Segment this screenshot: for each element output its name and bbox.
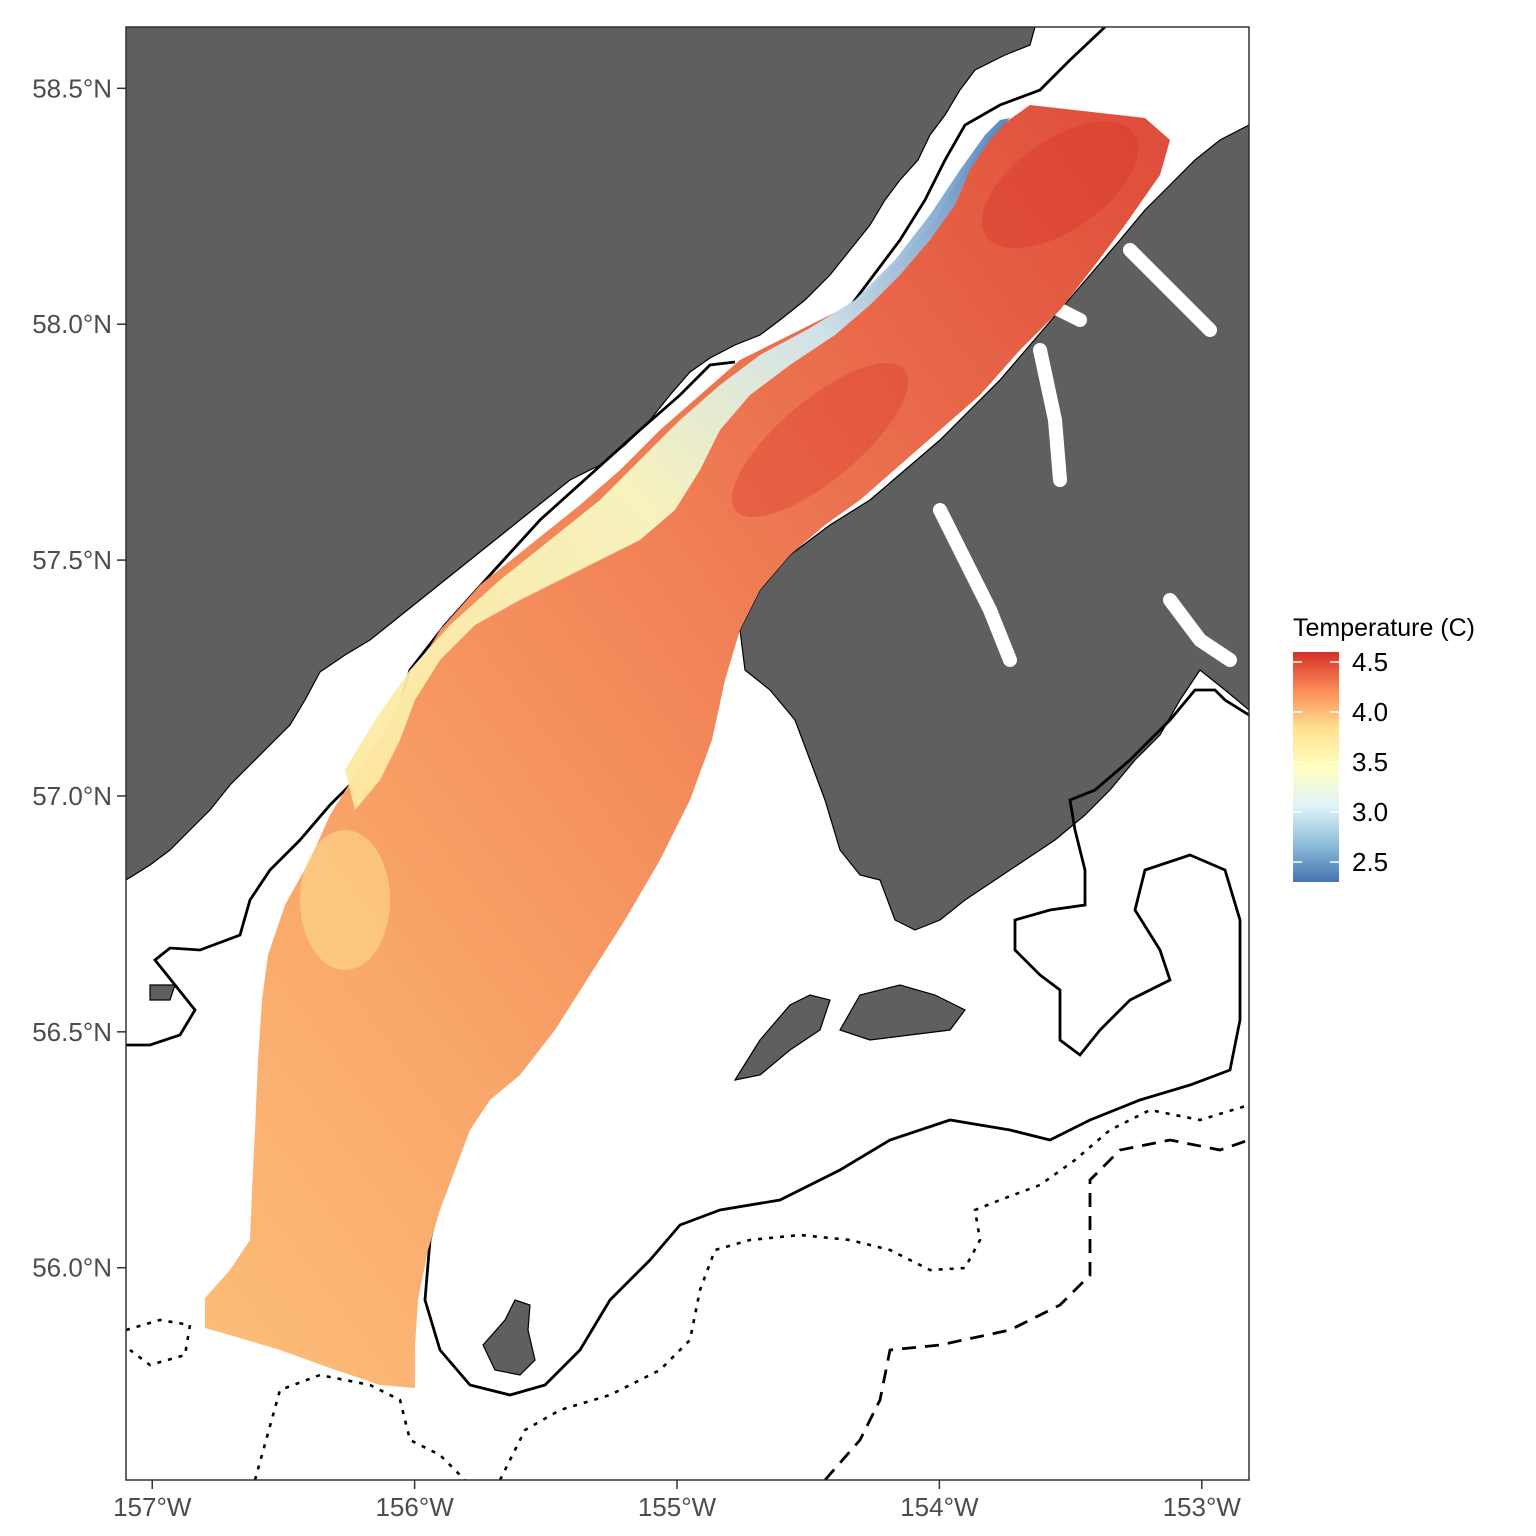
- y-tick-label: 57.0°N: [32, 781, 112, 811]
- kodiak-channels: [933, 243, 1237, 667]
- temperature-legend: Temperature (C) 4.5 4.0 3.5 3.0 2.5: [1293, 614, 1475, 882]
- island-trinity-west: [733, 994, 831, 1081]
- x-tick-label: 156°W: [375, 1492, 454, 1522]
- legend-colorbar: [1293, 652, 1339, 882]
- y-tick-label: 58.0°N: [32, 309, 112, 339]
- x-tick-label: 153°W: [1163, 1492, 1242, 1522]
- y-tick-label: 58.5°N: [32, 73, 112, 103]
- y-tick-label: 56.5°N: [32, 1017, 112, 1047]
- x-tick-label: 155°W: [638, 1492, 717, 1522]
- contour-dashed: [823, 1138, 1249, 1480]
- temperature-raster-field: [205, 105, 1170, 1388]
- island-sutwik: [149, 984, 176, 1001]
- temperature-raster-cold-band: [345, 118, 1010, 810]
- temperature-hotspot-north: [981, 121, 1139, 249]
- legend-title: Temperature (C): [1293, 614, 1475, 642]
- map-axes: 157°W 156°W 155°W 154°W 153°W 56.0°N 56.5°N 57.…: [32, 73, 1241, 1522]
- legend-entry-label: 3.5: [1352, 747, 1388, 777]
- y-tick-label: 57.5°N: [32, 545, 112, 575]
- legend-entry-label: 2.5: [1352, 847, 1388, 877]
- contour-dotted: [126, 1103, 1249, 1480]
- legend-entry-label: 3.0: [1352, 797, 1388, 827]
- contour-shelf-solid-northwest: [126, 360, 736, 1047]
- y-tick-label: 56.0°N: [32, 1253, 112, 1283]
- temperature-hotspot-mid: [731, 362, 909, 518]
- temperature-cool-patch-southwest: [300, 830, 390, 970]
- x-tick-label: 157°W: [113, 1492, 192, 1522]
- island-chirikof: [482, 1299, 536, 1376]
- island-trinity-east: [839, 984, 966, 1041]
- kodiak-archipelago: [739, 124, 1249, 931]
- legend-entry-label: 4.5: [1352, 647, 1388, 677]
- legend-entry-label: 4.0: [1352, 697, 1388, 727]
- x-tick-label: 154°W: [900, 1492, 979, 1522]
- map-panel-border: [125, 26, 1250, 1481]
